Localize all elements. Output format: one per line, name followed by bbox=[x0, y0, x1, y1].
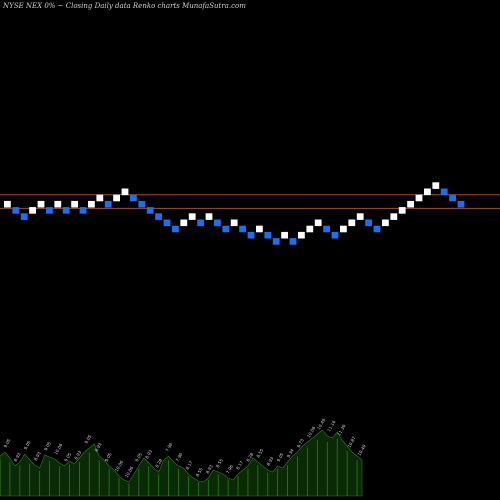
volume-label: 8.55 bbox=[215, 458, 224, 469]
renko-brick-down bbox=[373, 225, 381, 233]
renko-brick-down bbox=[323, 225, 330, 233]
volume-label: 10.87 bbox=[346, 435, 356, 448]
renko-brick-down bbox=[12, 207, 20, 214]
volume-label: 8.93 bbox=[33, 451, 42, 462]
renko-brick-up bbox=[4, 200, 11, 208]
renko-brick-down bbox=[79, 207, 87, 214]
renko-brick-down bbox=[197, 219, 204, 227]
renko-brick-down bbox=[155, 213, 162, 220]
volume-label: 8.93 bbox=[73, 450, 82, 461]
renko-brick-up bbox=[29, 207, 36, 214]
volume-label: 8.28 bbox=[154, 458, 163, 469]
renko-brick-up bbox=[54, 200, 62, 208]
volume-label: 8.55 bbox=[255, 448, 264, 459]
volume-label: 7.96 bbox=[164, 442, 173, 453]
renko-brick-down bbox=[46, 207, 53, 214]
renko-brick-down bbox=[222, 225, 230, 233]
renko-brick-up bbox=[390, 213, 398, 220]
volume-label: 7.96 bbox=[174, 452, 183, 463]
renko-brick-down bbox=[20, 213, 28, 220]
volume-label: 8.17 bbox=[185, 460, 194, 471]
volume-label: 9.05 bbox=[276, 452, 285, 463]
volume-label: 9.05 bbox=[43, 441, 52, 452]
renko-brick-down bbox=[440, 188, 448, 196]
renko-brick-up bbox=[432, 182, 440, 189]
renko-brick-down bbox=[62, 207, 70, 214]
volume-label: 8.93 bbox=[94, 442, 103, 453]
volume-label: 9.05 bbox=[134, 452, 143, 463]
renko-brick-up bbox=[356, 213, 364, 220]
renko-brick-up bbox=[306, 225, 314, 233]
volume-label: 10.49 bbox=[357, 443, 367, 456]
renko-brick-up bbox=[340, 225, 347, 233]
renko-brick-up bbox=[113, 194, 120, 202]
renko-brick-down bbox=[239, 225, 246, 233]
volume-label: 9.73 bbox=[296, 438, 305, 449]
volume-label: 10.49 bbox=[316, 417, 326, 430]
volume-label: 8.28 bbox=[245, 452, 254, 463]
renko-brick-up bbox=[88, 200, 95, 208]
renko-brick-down bbox=[331, 231, 339, 239]
renko-brick-up bbox=[188, 213, 196, 220]
chart-title: NYSE NEX 0% ~ Closing Daily data Renko c… bbox=[3, 2, 246, 10]
renko-brick-up bbox=[415, 194, 423, 202]
volume-label: 8.55 bbox=[195, 467, 204, 478]
renko-brick-down bbox=[130, 194, 137, 202]
renko-brick-down bbox=[247, 231, 255, 239]
volume-label: 10.06 bbox=[306, 425, 316, 438]
renko-brick-up bbox=[298, 231, 305, 239]
volume-label: 9.34 bbox=[286, 448, 295, 459]
volume-label: 11.16 bbox=[326, 419, 336, 432]
renko-brick-up bbox=[348, 219, 356, 227]
volume-label: 8.93 bbox=[266, 456, 275, 467]
renko-brick-down bbox=[172, 225, 179, 233]
renko-brick-up bbox=[407, 200, 414, 208]
volume-label: 7.96 bbox=[225, 464, 234, 475]
renko-brick-down bbox=[163, 219, 171, 227]
renko-brick-down bbox=[264, 231, 272, 239]
renko-brick-up bbox=[121, 188, 129, 196]
volume-label: 9.05 bbox=[83, 434, 92, 445]
renko-brick-up bbox=[37, 200, 45, 208]
volume-label: 8.93 bbox=[144, 449, 153, 460]
renko-brick-up bbox=[71, 200, 78, 208]
renko-brick-up bbox=[398, 207, 406, 214]
volume-label: 11.39 bbox=[336, 423, 346, 436]
volume-label: 9.05 bbox=[63, 452, 72, 463]
volume-label: 10.06 bbox=[124, 465, 134, 478]
volume-label: 8.93 bbox=[205, 464, 214, 475]
renko-brick-up bbox=[314, 219, 322, 227]
renko-brick-down bbox=[457, 200, 465, 208]
volume-label: 8.17 bbox=[235, 460, 244, 471]
renko-brick-down bbox=[138, 200, 146, 208]
renko-brick-up bbox=[180, 219, 188, 227]
renko-brick-down bbox=[449, 194, 456, 202]
renko-brick-down bbox=[289, 238, 297, 245]
renko-brick-up bbox=[96, 194, 104, 202]
renko-brick-up bbox=[205, 213, 213, 220]
volume-label: 8.93 bbox=[13, 452, 22, 463]
renko-brick-down bbox=[104, 200, 112, 208]
volume-label: 9.05 bbox=[3, 438, 12, 449]
renko-brick-down bbox=[272, 238, 280, 245]
volume-label: 10.06 bbox=[114, 459, 124, 472]
volume-label: 10.06 bbox=[53, 442, 63, 455]
renko-brick-up bbox=[281, 231, 288, 239]
renko-brick-up bbox=[382, 219, 389, 227]
renko-brick-down bbox=[146, 207, 154, 214]
volume-area bbox=[0, 429, 363, 497]
renko-brick-up bbox=[256, 225, 263, 233]
renko-brick-down bbox=[214, 219, 221, 227]
renko-brick-up bbox=[424, 188, 431, 196]
renko-brick-up bbox=[230, 219, 238, 227]
renko-brick-down bbox=[365, 219, 372, 227]
volume-label: 9.05 bbox=[23, 440, 32, 451]
volume-label: 9.05 bbox=[104, 452, 113, 463]
